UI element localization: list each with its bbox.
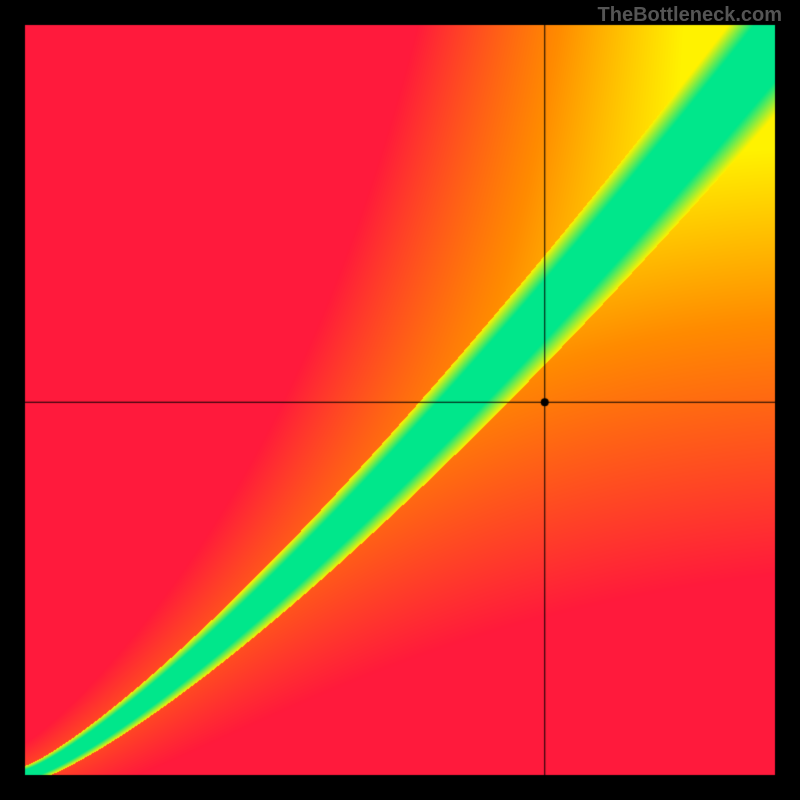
chart-container: TheBottleneck.com (0, 0, 800, 800)
heatmap-canvas (0, 0, 800, 800)
watermark-text: TheBottleneck.com (598, 4, 782, 27)
